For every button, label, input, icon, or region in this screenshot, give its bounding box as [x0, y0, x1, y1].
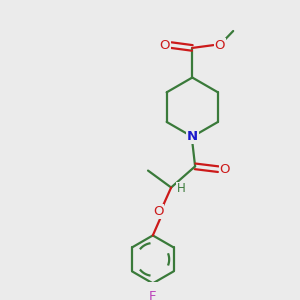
Text: O: O — [219, 163, 230, 176]
Text: O: O — [153, 205, 164, 218]
Text: O: O — [160, 39, 170, 52]
Text: F: F — [149, 290, 157, 300]
Text: H: H — [177, 182, 185, 195]
Text: N: N — [187, 130, 198, 143]
Text: O: O — [214, 39, 225, 52]
